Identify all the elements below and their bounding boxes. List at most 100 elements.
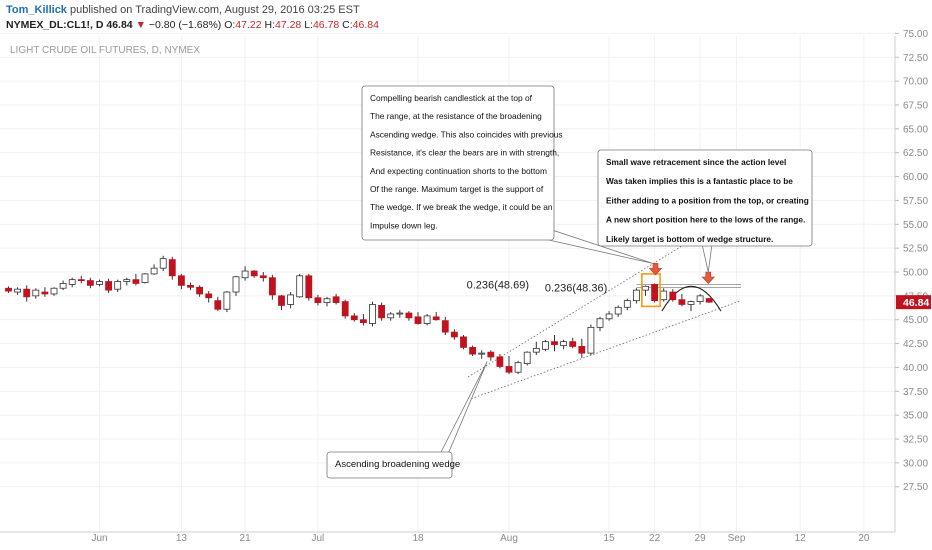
candle xyxy=(642,285,649,296)
bearish-marker-1 xyxy=(648,263,663,276)
candle xyxy=(378,302,386,321)
candle-body xyxy=(514,362,522,373)
candle xyxy=(587,324,595,356)
candle xyxy=(278,294,285,311)
candle xyxy=(450,329,458,340)
candle xyxy=(323,296,331,307)
candle-body xyxy=(141,273,149,283)
price-tick-label: 37.50 xyxy=(903,387,928,398)
open-value: 47.22 xyxy=(235,19,262,31)
overlays: 0.236(48.69) 0.236(48.36) xyxy=(467,263,715,308)
candle-body xyxy=(496,356,504,367)
candle xyxy=(268,274,276,300)
candle xyxy=(168,256,176,280)
author-link[interactable]: Tom_Killick xyxy=(6,4,67,16)
last-price-label: 46.84 xyxy=(903,297,929,309)
time-tick-label: Jul xyxy=(312,533,325,544)
fib-label-2: 0.236(48.36) xyxy=(545,283,607,295)
candle xyxy=(560,339,567,350)
price-tick-label: 45.00 xyxy=(903,315,928,326)
highlight-box xyxy=(641,273,661,308)
callout-bearish-line: Compelling bearish candlestick at the to… xyxy=(370,93,533,103)
candle xyxy=(469,345,477,356)
publish-line: Tom_Killick published on TradingView.com… xyxy=(6,4,360,16)
candle xyxy=(296,273,304,298)
candle-body xyxy=(642,285,649,291)
callout-bearish-line: Impulse down leg. xyxy=(370,220,438,230)
callout-wedge-pointer xyxy=(439,361,488,455)
candle xyxy=(514,360,522,375)
callout-bearish-line: Ascending wedge. This also coincides wit… xyxy=(370,129,563,139)
price-tick-label: 67.50 xyxy=(903,100,928,111)
candle-body xyxy=(532,347,540,353)
candle xyxy=(441,316,449,335)
price-tick-label: 62.50 xyxy=(903,148,928,159)
candle xyxy=(578,338,586,358)
candle xyxy=(5,286,12,293)
candle xyxy=(68,277,76,288)
candle-body xyxy=(605,313,613,320)
time-axis[interactable]: Jun 13 21 Jul 18 Aug 15 22 29 Sep 12 20 xyxy=(0,531,895,544)
candle-body xyxy=(150,267,158,275)
candle xyxy=(59,280,67,291)
candle-body xyxy=(214,300,222,310)
candle-body xyxy=(369,304,376,324)
price-tick-label: 65.00 xyxy=(903,124,928,135)
candle xyxy=(623,298,631,311)
time-tick-label: 18 xyxy=(412,533,424,544)
candle xyxy=(232,275,240,296)
time-tick-label: 20 xyxy=(858,533,870,544)
candle-body xyxy=(405,312,413,319)
price-tick-label: 52.50 xyxy=(903,244,928,255)
candle xyxy=(387,312,395,321)
candle xyxy=(705,297,713,303)
candle-body xyxy=(569,341,577,347)
price-axis[interactable]: 27.50 30.00 32.50 35.00 37.50 40.00 42.50 45.00… xyxy=(894,29,931,532)
candle-body xyxy=(623,300,631,308)
candle xyxy=(669,289,677,302)
candle xyxy=(542,339,549,352)
candle-body xyxy=(687,301,695,305)
callout-retracement-line: Was taken implies this is a fantastic pl… xyxy=(606,176,793,186)
candle-body xyxy=(651,284,658,302)
candle-body xyxy=(77,279,85,282)
callout-bearish-line: Of the range. Maximum target is the supp… xyxy=(370,184,544,194)
candle-body xyxy=(68,279,76,285)
candle-body xyxy=(487,351,495,358)
candle xyxy=(651,283,658,303)
candle-body xyxy=(660,290,668,301)
candle xyxy=(14,287,22,295)
candle xyxy=(614,305,622,317)
high-value: 47.28 xyxy=(275,19,302,31)
time-tick-label: Aug xyxy=(500,533,518,544)
price-tick-label: 42.50 xyxy=(903,339,928,350)
candle xyxy=(223,291,231,313)
candle-body xyxy=(105,281,112,291)
candle-body xyxy=(678,299,686,305)
time-tick-label: 12 xyxy=(795,533,807,544)
candle xyxy=(487,350,495,361)
callout-retracement-line: Likely target is bottom of wedge structu… xyxy=(606,234,773,244)
price-tick-label: 60.00 xyxy=(903,172,928,183)
price-tick-label: 75.00 xyxy=(903,29,928,40)
candle-body xyxy=(114,281,122,290)
candle xyxy=(341,299,349,319)
candle-body xyxy=(23,288,31,298)
candle xyxy=(177,273,185,290)
candle xyxy=(687,300,695,312)
candle-body xyxy=(432,316,440,321)
candle-body xyxy=(287,294,295,305)
callout-retracement-box xyxy=(597,149,813,247)
candle xyxy=(696,293,704,305)
price-tick-label: 40.00 xyxy=(903,363,928,374)
candle xyxy=(287,292,295,309)
price-tick-label: 72.50 xyxy=(903,53,928,64)
chart-header: Tom_Killick published on TradingView.com… xyxy=(0,0,932,34)
candle xyxy=(159,255,167,272)
chart-title: LIGHT CRUDE OIL FUTURES, D, NYMEX xyxy=(10,45,200,56)
candle xyxy=(432,312,440,321)
candle xyxy=(305,273,313,301)
candle-body xyxy=(87,280,94,286)
candle-body xyxy=(560,341,567,346)
